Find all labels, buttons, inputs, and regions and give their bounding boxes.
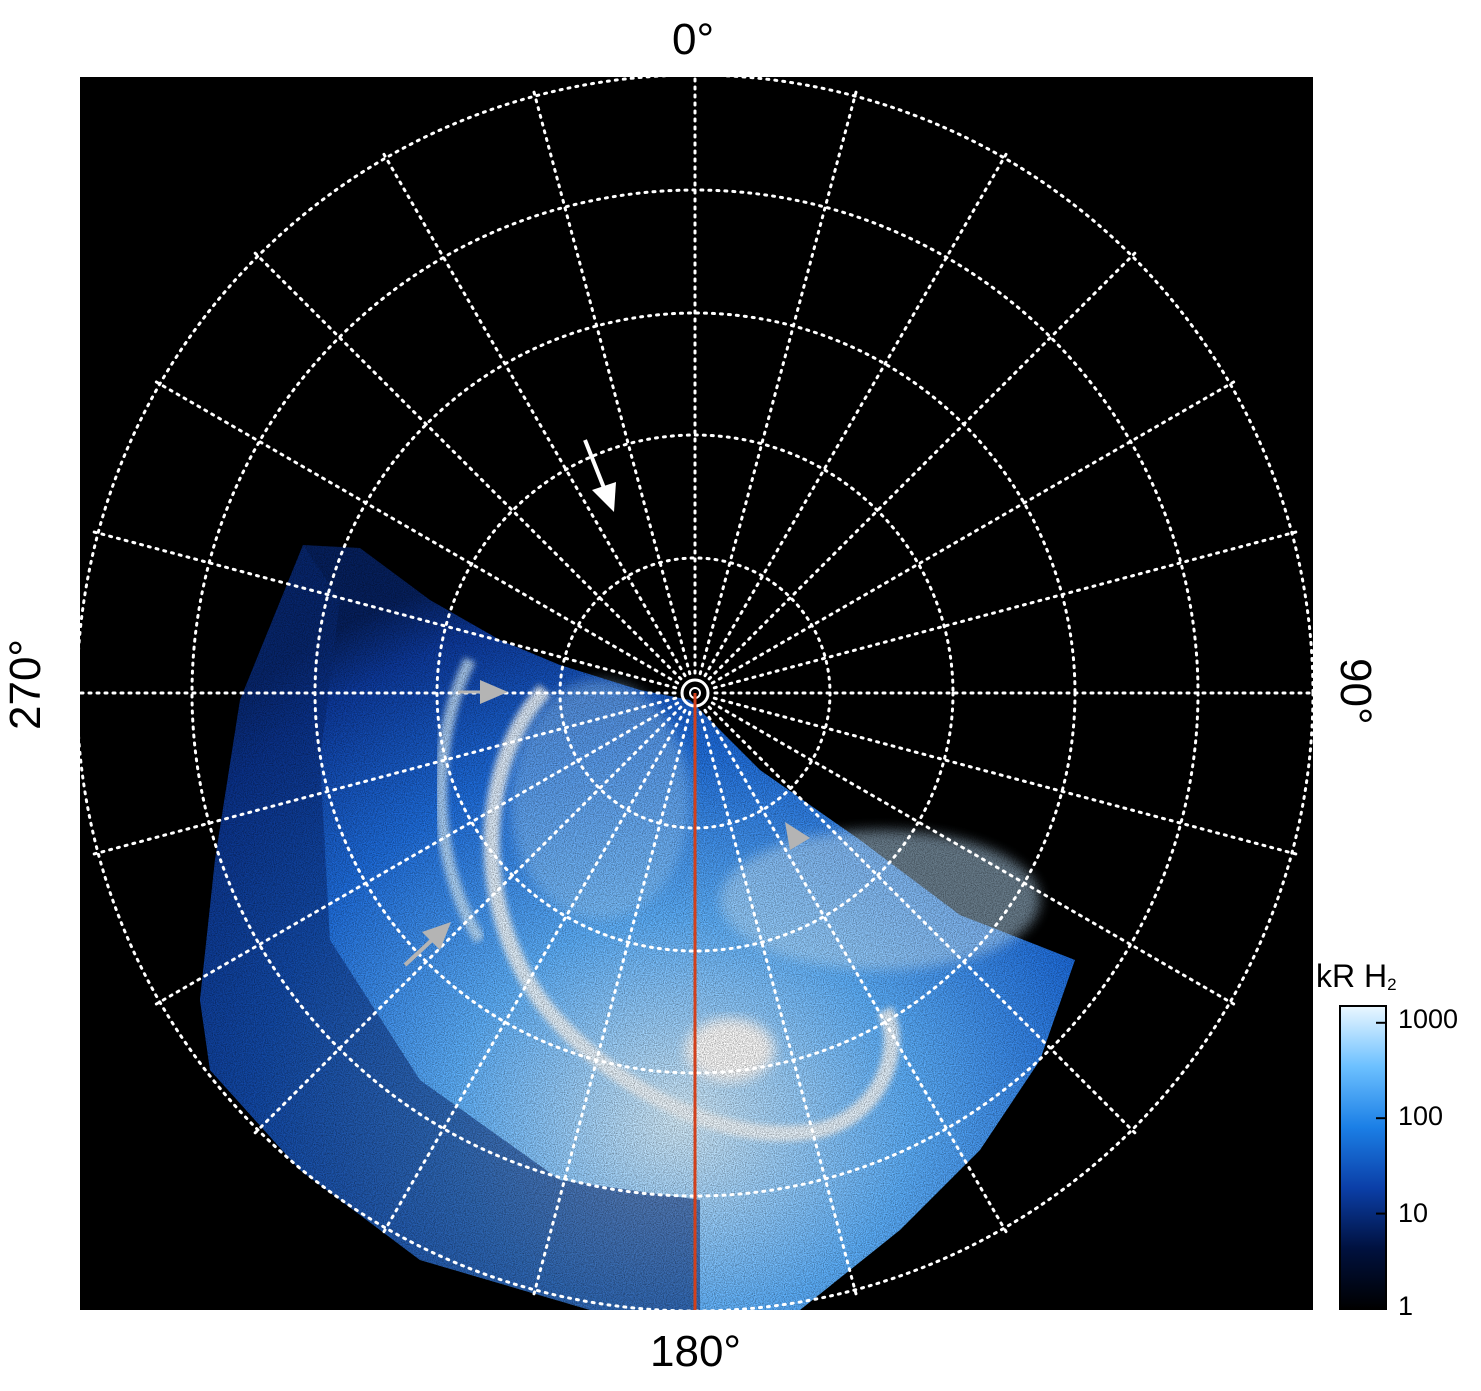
colorbar-tick-label-100: 100	[1398, 1101, 1444, 1131]
meridian-240	[152, 701, 680, 1007]
colorbar	[1339, 1005, 1387, 1310]
meridian-45	[707, 249, 1139, 681]
annotation-arrows	[403, 439, 810, 967]
meridian-165	[698, 710, 859, 1299]
aurora-noise	[200, 545, 1075, 1310]
meridian-345	[531, 87, 692, 676]
gray-arrow-lower-left-head	[422, 922, 451, 950]
colorbar-tick-label-1: 1	[1398, 1291, 1414, 1321]
colorbar-title-text: kR H	[1316, 958, 1388, 994]
label-180-degrees: 180°	[650, 1327, 742, 1376]
meridian-315	[251, 249, 683, 681]
meridian-195	[531, 710, 692, 1299]
meridian-255	[89, 696, 678, 857]
colorbar-tick-marks	[1376, 1021, 1386, 1310]
white-arrow-upper	[583, 439, 616, 512]
colorbar-title: kR H2	[1316, 958, 1397, 995]
gray-arrow-right-head	[785, 822, 810, 850]
meridian-210	[381, 708, 687, 1236]
white-arrow-upper-head	[592, 482, 616, 512]
label-90-degrees: 90°	[1331, 658, 1380, 725]
gray-arrow-left	[458, 680, 508, 704]
gray-arrow-lower-left-shaft	[403, 938, 434, 967]
meridian-225	[251, 705, 683, 1137]
colorbar-gradient	[1339, 1005, 1387, 1310]
meridian-285	[89, 529, 678, 690]
aurora-emission	[200, 545, 1075, 1310]
meridian-300	[152, 379, 680, 685]
gray-arrow-right	[785, 822, 810, 850]
white-arrow-upper-shaft	[583, 439, 606, 489]
label-0-degrees: 0°	[672, 15, 715, 64]
meridian-60	[710, 379, 1238, 685]
meridian-330	[381, 150, 687, 678]
meridian-105	[712, 696, 1301, 857]
meridian-120	[710, 701, 1238, 1007]
meridian-15	[698, 87, 859, 676]
label-270-degrees: 270°	[1, 638, 50, 730]
latitude-circle-2	[435, 433, 955, 953]
colorbar-tick-label-1000: 1000	[1398, 1004, 1459, 1034]
meridian-30	[703, 150, 1009, 678]
meridian-135	[707, 705, 1139, 1137]
colorbar-tick-label-10: 10	[1398, 1198, 1429, 1228]
meridian-150	[703, 708, 1009, 1236]
gray-arrow-lower-left	[403, 922, 451, 967]
meridian-75	[712, 529, 1301, 690]
gray-arrow-left-head	[480, 680, 508, 704]
colorbar-title-subscript: 2	[1387, 975, 1397, 994]
